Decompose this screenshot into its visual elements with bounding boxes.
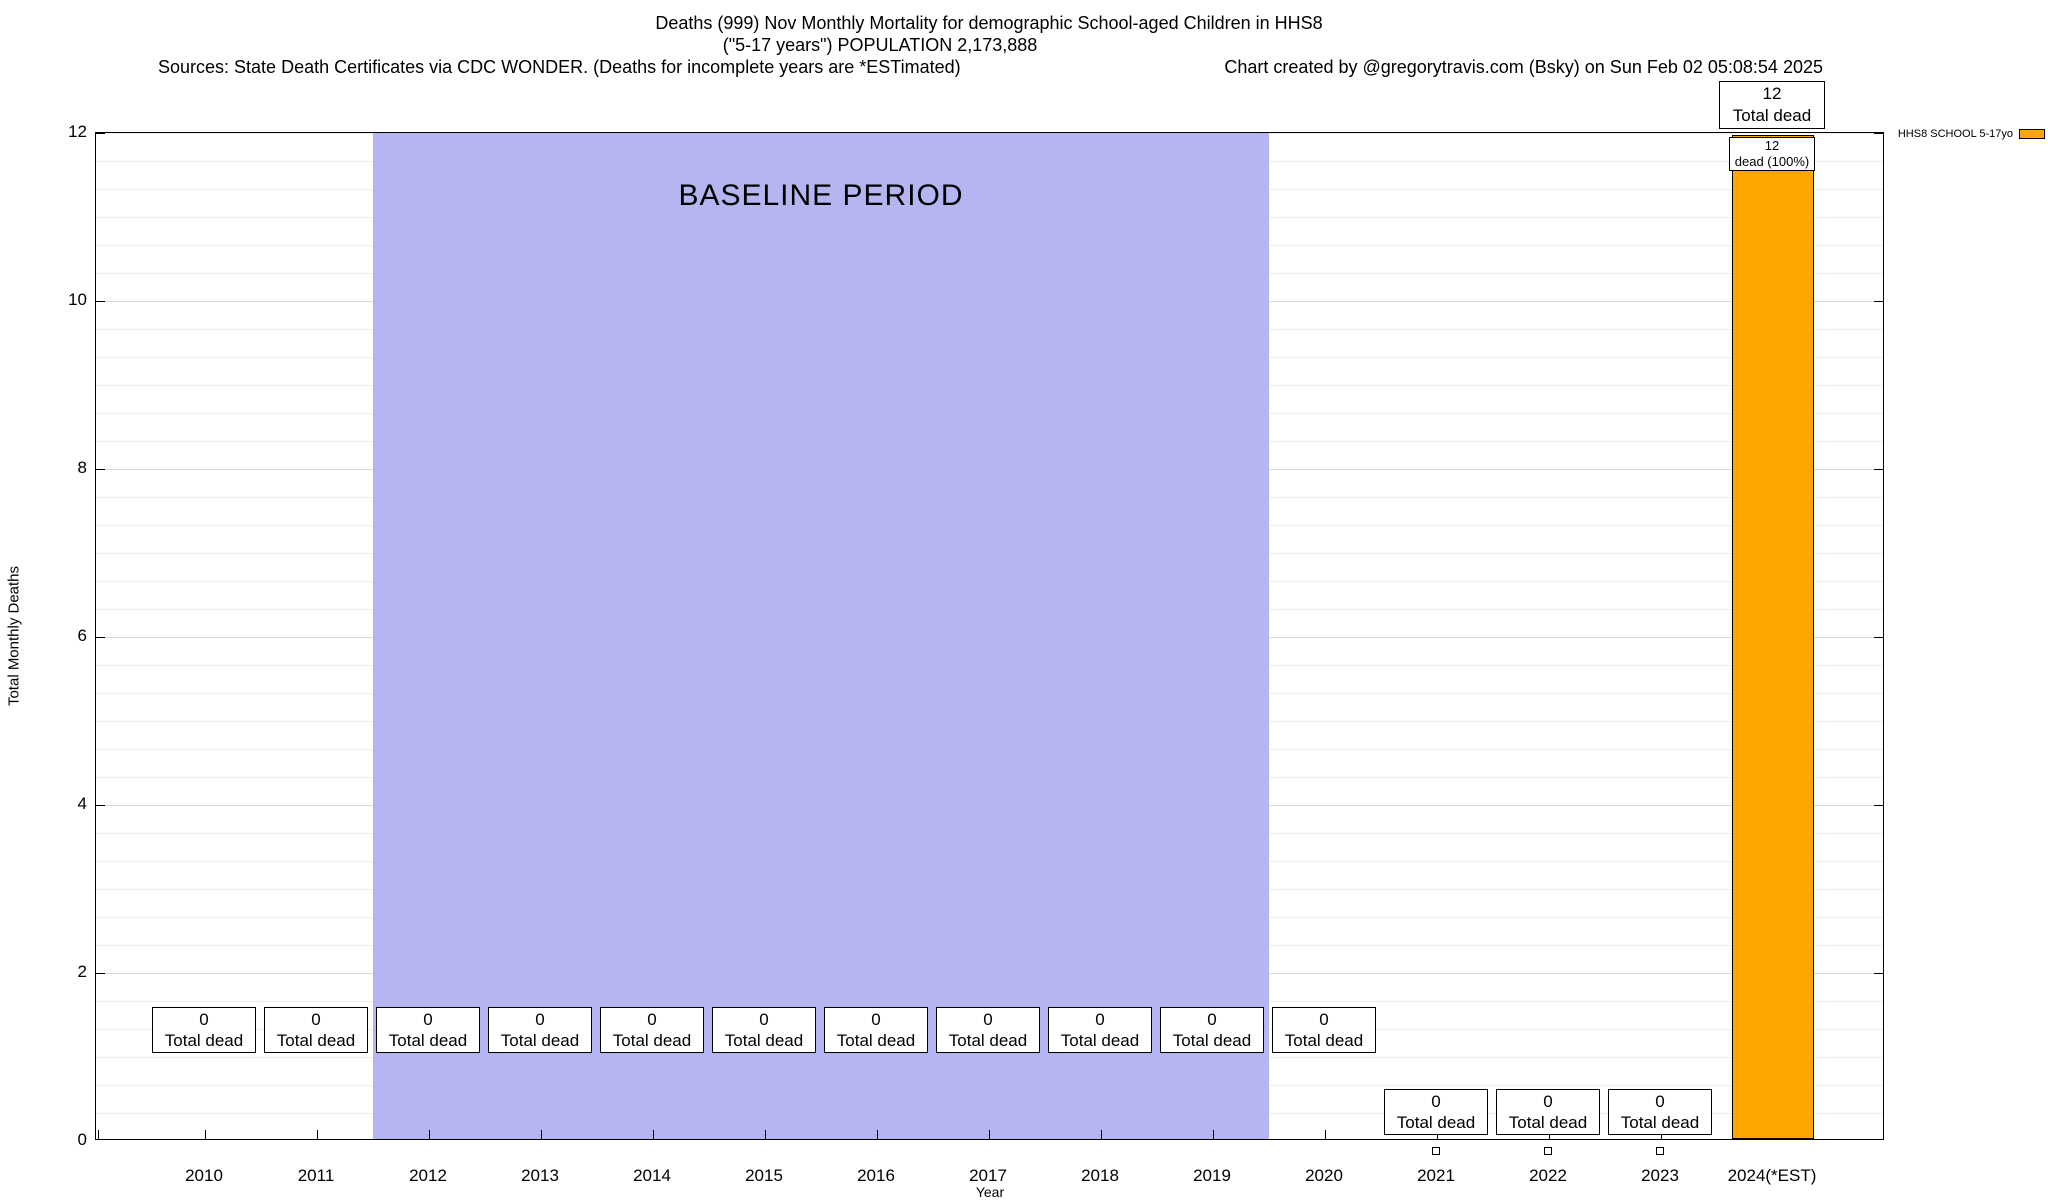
percent-box-2024: 12 dead (100%) (1729, 137, 1815, 171)
chart-title: Deaths (999) Nov Monthly Mortality for d… (655, 13, 1323, 33)
zero-box-value: 0 (311, 1010, 321, 1029)
x-tick-2013: 2013 (521, 1166, 559, 1185)
legend: HHS8 SCHOOL 5-17yo (1898, 128, 2045, 140)
zero-box-value: 0 (1319, 1010, 1329, 1029)
zero-box-value: 0 (983, 1010, 993, 1029)
x-tick-2020: 2020 (1305, 1166, 1343, 1185)
credit-note: Chart created by @gregorytravis.com (Bsk… (1224, 57, 1823, 77)
total-box-caption: Total dead (1732, 106, 1812, 125)
zero-marker-2022 (1544, 1147, 1552, 1155)
zero-box-caption: Total dead (1508, 1113, 1588, 1132)
total-box-value: 12 (1762, 84, 1782, 103)
zero-box-value: 0 (1655, 1092, 1665, 1111)
y-axis-ticks-right (1874, 133, 1883, 1139)
zero-box-caption: Total dead (1284, 1031, 1364, 1050)
zero-box-value: 0 (759, 1010, 769, 1029)
zero-box-value: 0 (535, 1010, 545, 1029)
baseline-label: BASELINE PERIOD (678, 179, 964, 212)
x-tick-2012: 2012 (409, 1166, 447, 1185)
zero-box-caption: Total dead (276, 1031, 356, 1050)
zero-box-caption: Total dead (724, 1031, 804, 1050)
zero-box-value: 0 (423, 1010, 433, 1029)
x-tick-2017: 2017 (969, 1166, 1007, 1185)
x-tick-2021: 2021 (1417, 1166, 1455, 1185)
zero-box-caption: Total dead (388, 1031, 468, 1050)
zero-box-2011: 0 Total dead (264, 1007, 368, 1053)
total-box-2024: 12 Total dead (1719, 81, 1825, 129)
zero-box-caption: Total dead (500, 1031, 580, 1050)
x-tick-2015: 2015 (745, 1166, 783, 1185)
zero-box-2013: 0 Total dead (488, 1007, 592, 1053)
x-axis-title: Year (975, 1184, 1005, 1200)
zero-box-caption: Total dead (1620, 1113, 1700, 1132)
zero-box-2021: 0 Total dead (1384, 1089, 1488, 1135)
zero-marker-2023 (1656, 1147, 1664, 1155)
zero-marker-2021 (1432, 1147, 1440, 1155)
x-tick-2016: 2016 (857, 1166, 895, 1185)
x-tick-2011: 2011 (297, 1166, 335, 1185)
y-tick-12: 12 (68, 122, 87, 141)
plot-area: BASELINE PERIOD (95, 132, 1884, 1140)
zero-box-2015: 0 Total dead (712, 1007, 816, 1053)
zero-box-caption: Total dead (612, 1031, 692, 1050)
y-tick-0: 0 (77, 1130, 87, 1149)
zero-box-caption: Total dead (948, 1031, 1028, 1050)
zero-box-caption: Total dead (164, 1031, 244, 1050)
legend-swatch (2019, 129, 2045, 139)
zero-box-value: 0 (199, 1010, 209, 1029)
y-tick-6: 6 (77, 626, 87, 645)
baseline-region: BASELINE PERIOD (373, 133, 1269, 1139)
x-tick-2014: 2014 (633, 1166, 671, 1185)
zero-box-caption: Total dead (1060, 1031, 1140, 1050)
zero-box-caption: Total dead (1172, 1031, 1252, 1050)
zero-box-value: 0 (1095, 1010, 1105, 1029)
zero-box-2010: 0 Total dead (152, 1007, 256, 1053)
zero-box-2023: 0 Total dead (1608, 1089, 1712, 1135)
zero-box-2016: 0 Total dead (824, 1007, 928, 1053)
zero-box-2020: 0 Total dead (1272, 1007, 1376, 1053)
zero-box-caption: Total dead (836, 1031, 916, 1050)
zero-box-value: 0 (1431, 1092, 1441, 1111)
zero-box-2017: 0 Total dead (936, 1007, 1040, 1053)
zero-box-2022: 0 Total dead (1496, 1089, 1600, 1135)
zero-box-value: 0 (871, 1010, 881, 1029)
zero-box-2012: 0 Total dead (376, 1007, 480, 1053)
legend-label: HHS8 SCHOOL 5-17yo (1897, 128, 2013, 140)
zero-box-2019: 0 Total dead (1160, 1007, 1264, 1053)
x-tick-2018: 2018 (1081, 1166, 1119, 1185)
zero-box-value: 0 (647, 1010, 657, 1029)
x-tick-2022: 2022 (1529, 1166, 1567, 1185)
y-tick-4: 4 (77, 794, 87, 813)
zero-box-caption: Total dead (1396, 1113, 1476, 1132)
chart-subtitle: ("5-17 years") POPULATION 2,173,888 (722, 35, 1038, 55)
percent-box-value: 12 (1764, 138, 1780, 153)
y-tick-8: 8 (77, 458, 87, 477)
zero-box-value: 0 (1207, 1010, 1217, 1029)
x-tick-2024: 2024(*EST) (1727, 1166, 1817, 1185)
sources-note: Sources: State Death Certificates via CD… (158, 57, 961, 77)
y-tick-10: 10 (68, 290, 87, 309)
zero-box-2018: 0 Total dead (1048, 1007, 1152, 1053)
x-axis-ticks (96, 1130, 1883, 1139)
zero-box-2014: 0 Total dead (600, 1007, 704, 1053)
x-tick-2010: 2010 (185, 1166, 223, 1185)
y-axis-ticks-left (96, 133, 105, 1139)
x-tick-2023: 2023 (1641, 1166, 1679, 1185)
y-tick-2: 2 (77, 962, 87, 981)
x-tick-2019: 2019 (1193, 1166, 1231, 1185)
bar-2024 (1732, 135, 1814, 1139)
zero-box-value: 0 (1543, 1092, 1553, 1111)
percent-box-caption: dead (100%) (1734, 154, 1810, 169)
